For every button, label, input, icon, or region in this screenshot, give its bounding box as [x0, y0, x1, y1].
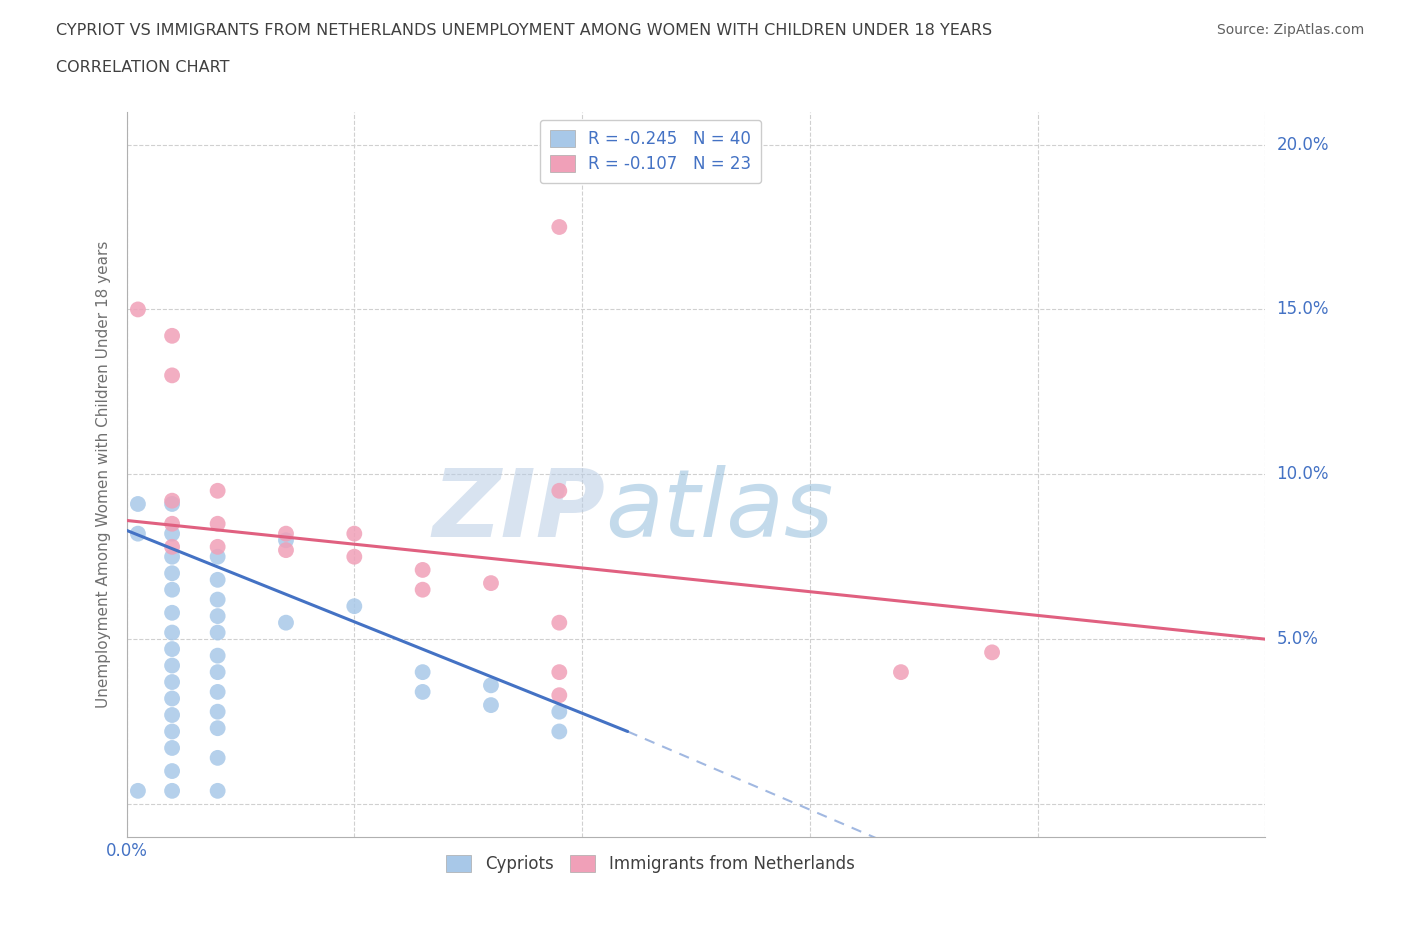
Point [160, 516, 183, 531]
Point [207, 572, 229, 587]
Point [127, 302, 149, 317]
Point [548, 724, 571, 739]
Point [207, 704, 229, 719]
Point [207, 516, 229, 531]
Text: Source: ZipAtlas.com: Source: ZipAtlas.com [1216, 23, 1364, 37]
Point [207, 721, 229, 736]
Point [127, 783, 149, 798]
Text: ZIP: ZIP [432, 465, 605, 556]
Point [548, 688, 571, 703]
Point [274, 533, 297, 548]
Point [548, 616, 571, 631]
Point [160, 605, 183, 620]
Point [207, 665, 229, 680]
Point [160, 642, 183, 657]
Point [160, 550, 183, 565]
Point [127, 497, 149, 512]
Point [160, 582, 183, 597]
Point [343, 550, 366, 565]
Point [160, 493, 183, 508]
Point [548, 665, 571, 680]
Point [479, 678, 502, 693]
Point [343, 599, 366, 614]
Point [548, 704, 571, 719]
Point [274, 543, 297, 558]
Point [343, 526, 366, 541]
Point [160, 708, 183, 723]
Point [207, 539, 229, 554]
Point [160, 724, 183, 739]
Point [207, 648, 229, 663]
Point [207, 684, 229, 699]
Text: CORRELATION CHART: CORRELATION CHART [56, 60, 229, 75]
Point [981, 644, 1004, 659]
Point [160, 565, 183, 580]
Point [207, 751, 229, 765]
Text: 15.0%: 15.0% [1277, 300, 1329, 318]
Point [548, 219, 571, 234]
Point [890, 665, 912, 680]
Text: 20.0%: 20.0% [1277, 136, 1329, 153]
Point [160, 740, 183, 755]
Text: 10.0%: 10.0% [1277, 465, 1329, 484]
Point [274, 526, 297, 541]
Point [548, 484, 571, 498]
Point [160, 368, 183, 383]
Point [207, 484, 229, 498]
Point [274, 616, 297, 631]
Point [160, 783, 183, 798]
Point [207, 625, 229, 640]
Point [160, 526, 183, 541]
Point [412, 582, 434, 597]
Point [160, 764, 183, 778]
Point [412, 684, 434, 699]
Point [160, 497, 183, 512]
Point [207, 608, 229, 623]
Legend: Cypriots, Immigrants from Netherlands: Cypriots, Immigrants from Netherlands [440, 848, 860, 880]
Point [160, 691, 183, 706]
Point [160, 658, 183, 673]
Text: 5.0%: 5.0% [1277, 631, 1319, 648]
Point [412, 563, 434, 578]
Point [479, 576, 502, 591]
Point [412, 665, 434, 680]
Point [160, 625, 183, 640]
Point [160, 328, 183, 343]
Point [207, 550, 229, 565]
Point [127, 526, 149, 541]
Point [207, 592, 229, 607]
Point [479, 698, 502, 712]
Point [160, 674, 183, 689]
Y-axis label: Unemployment Among Women with Children Under 18 years: Unemployment Among Women with Children U… [96, 241, 111, 708]
Text: CYPRIOT VS IMMIGRANTS FROM NETHERLANDS UNEMPLOYMENT AMONG WOMEN WITH CHILDREN UN: CYPRIOT VS IMMIGRANTS FROM NETHERLANDS U… [56, 23, 993, 38]
Text: atlas: atlas [605, 465, 834, 556]
Point [207, 783, 229, 798]
Point [160, 539, 183, 554]
